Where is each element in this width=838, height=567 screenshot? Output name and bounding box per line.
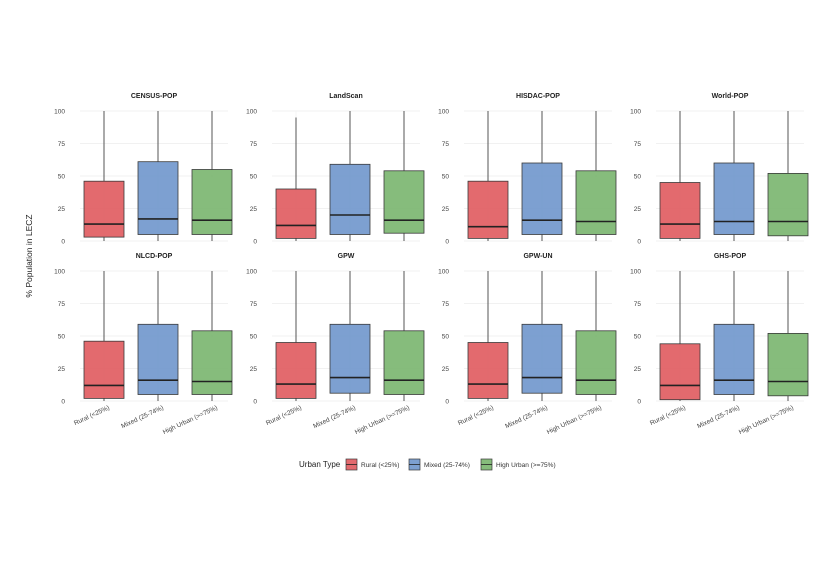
box-rural: [275, 188, 317, 239]
box-high: [191, 330, 233, 395]
y-tick-label: 75: [442, 301, 450, 308]
panel-title: LandScan: [329, 93, 362, 100]
y-tick-label: 100: [246, 108, 257, 115]
box-high: [383, 330, 425, 395]
box-rural: [467, 180, 509, 239]
panel-world-pop: World-POP 0 25 50 75 100: [630, 93, 809, 245]
y-tick-label: 0: [637, 238, 641, 245]
y-axis-label: % Population in LECZ: [24, 214, 34, 297]
x-tick-label: Mixed (25-74%): [120, 404, 165, 430]
y-tick-label: 0: [253, 398, 257, 405]
x-tick-label: Mixed (25-74%): [696, 404, 741, 430]
legend-title: Urban Type: [299, 460, 341, 469]
legend-label-high: High Urban (>=75%): [496, 462, 556, 469]
box-mixed: [713, 162, 755, 235]
panel-landscan: LandScan 0 25 50 75 100: [246, 93, 425, 245]
y-tick-label: 0: [445, 238, 449, 245]
y-tick-label: 25: [634, 366, 642, 373]
x-tick-label: High Urban (>=75%): [162, 404, 219, 436]
y-tick-label: 100: [246, 268, 257, 275]
panel-census-pop: CENSUS-POP 0 25 50 75 100: [54, 93, 233, 245]
y-tick-label: 100: [54, 268, 65, 275]
y-tick-label: 100: [54, 108, 65, 115]
panel-title: NLCD-POP: [136, 253, 173, 260]
y-tick-label: 25: [250, 206, 258, 213]
y-tick-label: 75: [58, 141, 66, 148]
y-tick-label: 75: [634, 301, 642, 308]
box-mixed: [137, 323, 179, 395]
box-mixed: [329, 323, 371, 394]
panel-nlcd-pop: NLCD-POP 0 25 50 75 100 Rural (<25%) Mixed (25-…: [54, 253, 233, 436]
y-tick-label: 50: [58, 333, 66, 340]
y-tick-label: 75: [58, 301, 66, 308]
x-tick-label: High Urban (>=75%): [738, 404, 795, 436]
box-rural: [467, 342, 509, 399]
y-tick-label: 0: [61, 238, 65, 245]
panel-hisdac-pop: HISDAC-POP 0 25 50 75 100: [438, 93, 617, 245]
x-tick-label: High Urban (>=75%): [354, 404, 411, 436]
x-tick-label: Rural (<25%): [649, 404, 687, 427]
box-mixed: [521, 162, 563, 235]
y-tick-label: 100: [630, 108, 641, 115]
y-tick-label: 50: [634, 173, 642, 180]
box-high: [767, 172, 809, 237]
panel-gpw-un: GPW-UN 0 25 50 75 100 Rural (<25%) Mixed (25-74…: [438, 253, 617, 436]
x-tick-label: Rural (<25%): [457, 404, 495, 427]
box-high: [575, 170, 617, 235]
legend-label-rural: Rural (<25%): [361, 462, 399, 469]
y-tick-label: 25: [58, 366, 66, 373]
y-tick-label: 100: [438, 268, 449, 275]
y-tick-label: 25: [250, 366, 258, 373]
y-tick-label: 50: [442, 333, 450, 340]
legend-label-mixed: Mixed (25-74%): [424, 462, 470, 469]
x-tick-label: Rural (<25%): [265, 404, 303, 427]
panel-title: World-POP: [712, 93, 749, 100]
x-tick-label: High Urban (>=75%): [546, 404, 603, 436]
box-high: [383, 170, 425, 234]
y-tick-label: 50: [634, 333, 642, 340]
box-mixed: [329, 163, 371, 235]
y-tick-label: 0: [445, 398, 449, 405]
panel-title: HISDAC-POP: [516, 93, 560, 100]
y-tick-label: 100: [630, 268, 641, 275]
box-mixed: [521, 323, 563, 394]
box-high: [191, 169, 233, 235]
box-rural: [83, 180, 125, 238]
y-tick-label: 75: [442, 141, 450, 148]
panel-gpw: GPW 0 25 50 75 100 Rural (<25%) Mixed (25-74%)H…: [246, 253, 425, 436]
x-tick-label: Mixed (25-74%): [312, 404, 357, 430]
y-tick-label: 25: [442, 206, 450, 213]
y-tick-label: 50: [58, 173, 66, 180]
y-tick-label: 0: [61, 398, 65, 405]
box-rural: [659, 182, 701, 239]
box-mixed: [137, 161, 179, 235]
box-mixed: [713, 323, 755, 395]
x-tick-label: Mixed (25-74%): [504, 404, 549, 430]
y-tick-label: 50: [250, 173, 258, 180]
y-tick-label: 100: [438, 108, 449, 115]
y-tick-label: 75: [250, 141, 258, 148]
box-rural: [659, 343, 701, 401]
y-tick-label: 75: [250, 301, 258, 308]
y-tick-label: 0: [637, 398, 641, 405]
x-tick-label: Rural (<25%): [73, 404, 111, 427]
panel-ghs-pop: GHS-POP 0 25 50 75 100 Rural (<25%) Mixed (25-7…: [630, 253, 809, 436]
y-tick-label: 50: [442, 173, 450, 180]
panel-title: GPW: [338, 253, 355, 260]
panel-title: GHS-POP: [714, 253, 747, 260]
y-tick-label: 0: [253, 238, 257, 245]
y-tick-label: 50: [250, 333, 258, 340]
y-tick-label: 75: [634, 141, 642, 148]
panel-title: GPW-UN: [523, 253, 552, 260]
legend: Urban Type Rural (<25%) Mixed (25-74%) High…: [299, 458, 556, 471]
box-high: [767, 332, 809, 397]
box-rural: [275, 342, 317, 399]
panel-title: CENSUS-POP: [131, 93, 178, 100]
box-high: [575, 330, 617, 395]
box-rural: [83, 340, 125, 399]
y-tick-label: 25: [442, 366, 450, 373]
y-tick-label: 25: [634, 206, 642, 213]
y-tick-label: 25: [58, 206, 66, 213]
